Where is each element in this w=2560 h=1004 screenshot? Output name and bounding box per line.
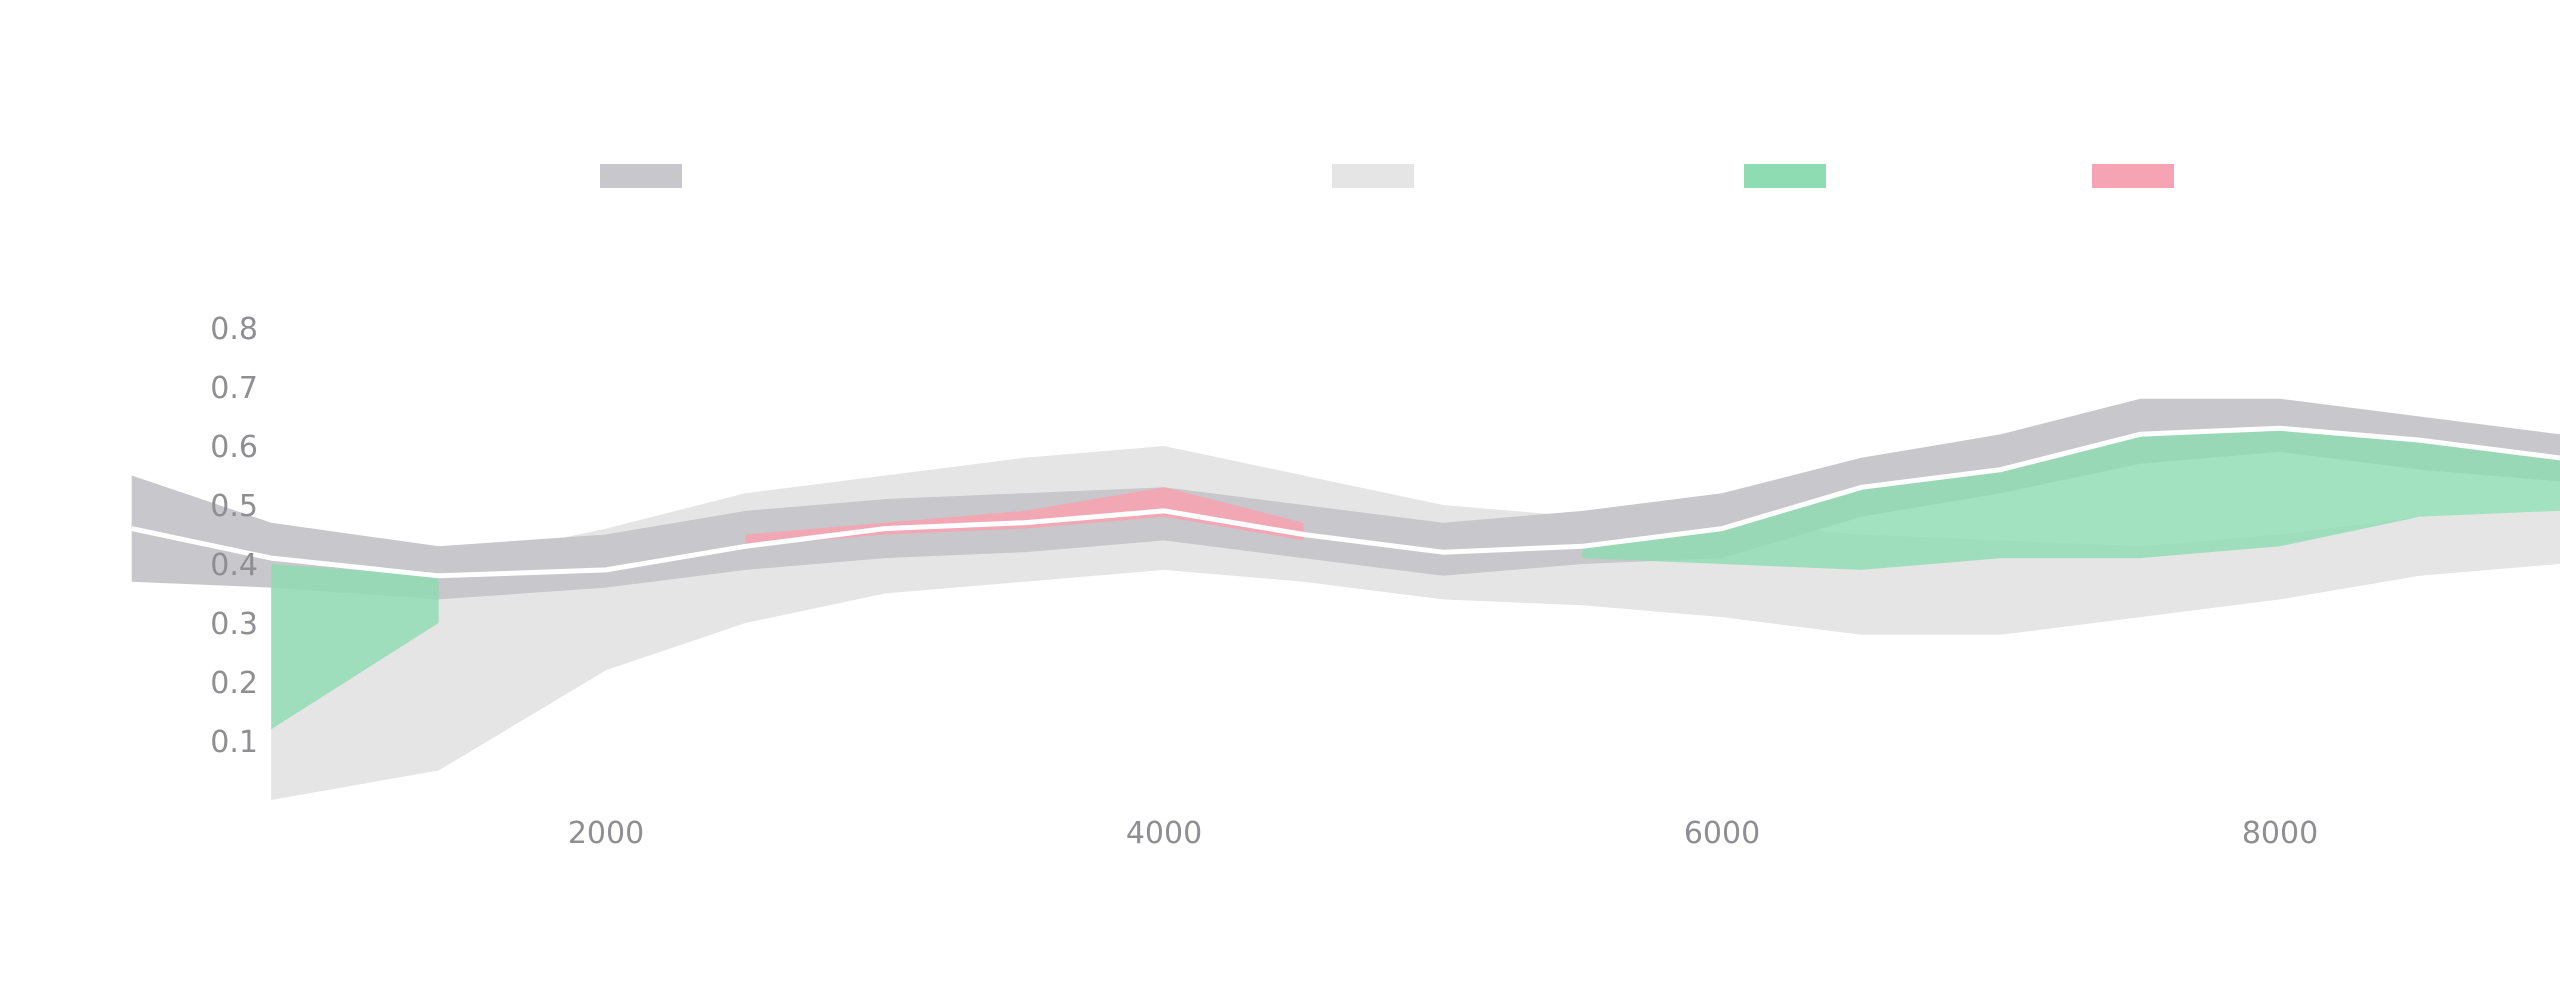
y-tick-label: 0.5 (210, 489, 258, 524)
x-tick-label: 4000 (1126, 816, 1202, 851)
legend-swatch-dark-band (600, 164, 682, 188)
y-tick-label: 0.4 (210, 548, 258, 583)
y-axis-ticks: 0.1 0.2 0.3 0.4 0.5 0.6 0.7 0.8 (210, 312, 258, 760)
legend-swatch-gain (1744, 164, 1826, 188)
main-series-line (131, 425, 2560, 579)
y-tick-label: 0.8 (210, 312, 258, 347)
y-tick-label: 0.3 (210, 607, 258, 642)
y-tick-label: 0.2 (210, 666, 258, 701)
x-tick-label: 8000 (2242, 816, 2318, 851)
gain-area-0 (271, 564, 439, 730)
plot-area (131, 398, 2560, 800)
gain-area-1 (1582, 428, 2560, 570)
y-tick-label: 0.1 (210, 725, 258, 760)
loss-area (745, 487, 1304, 547)
y-tick-label: 0.7 (210, 371, 258, 406)
x-tick-label: 2000 (568, 816, 644, 851)
legend-swatch-loss (2092, 164, 2174, 188)
y-tick-label: 0.6 (210, 430, 258, 465)
x-tick-label: 6000 (1684, 816, 1760, 851)
x-axis-ticks: 2000400060008000100001200014000 (568, 816, 2318, 851)
legend (600, 164, 2174, 188)
legend-swatch-light-band (1332, 164, 1414, 188)
